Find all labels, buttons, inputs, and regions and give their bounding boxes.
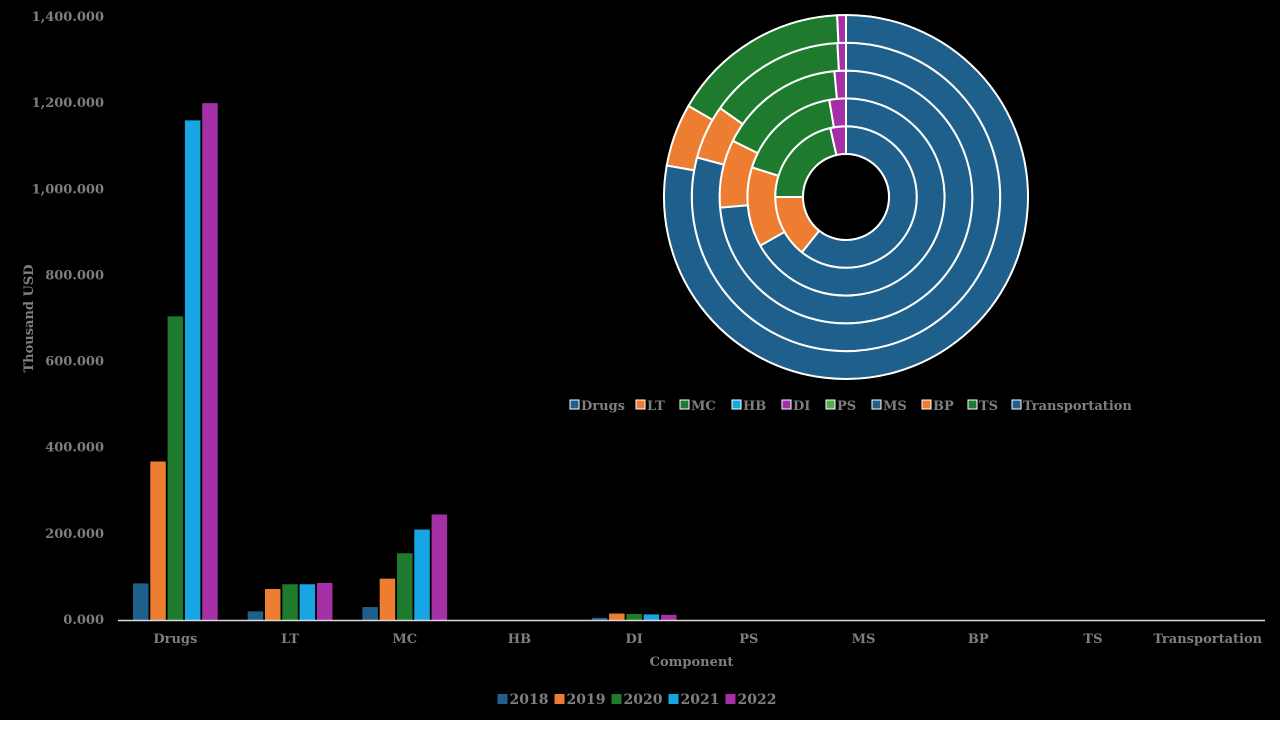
donut-legend-item-TS: TS [967,399,998,414]
x-tick-label: DI [625,632,642,647]
donut-legend-item-LT: LT [635,399,665,414]
bar-MC-2022 [431,514,448,620]
legend-item-2021: 2021 [668,692,720,708]
donut-legend-swatch [731,399,742,410]
donut-legend-swatch [967,399,978,410]
donut-legend-label: LT [647,399,665,414]
x-tick-label: LT [281,632,299,647]
legend-swatch [668,694,679,704]
x-tick-label: Transportation [1153,632,1262,647]
donut-legend-item-MC: MC [679,399,716,414]
x-tick-label: HB [508,632,531,647]
legend-item-2022: 2022 [725,692,777,708]
donut-legend-label: HB [743,399,766,414]
x-tick-label: MC [392,632,417,647]
donut-legend-label: Transportation [1023,399,1132,414]
donut-legend-swatch [569,399,580,410]
bar-LT-2020 [282,584,298,620]
bar-DI-2021 [643,614,660,620]
donut-legend-swatch [679,399,690,410]
bar-DI-2022 [661,614,677,620]
legend-swatch [611,694,622,704]
legend-label: 2019 [567,692,606,708]
bar-MC-2021 [414,529,430,620]
donut-slice-2022-DI [836,13,847,45]
y-tick-label: 400.000 [45,441,104,456]
bar-DI-2018 [591,617,608,620]
donut-slice-2022-Drugs [663,13,1029,380]
y-axis-title: Thousand USD [22,264,37,372]
donut-legend-item-MS: MS [871,399,907,414]
donut-legend-swatch [1011,399,1022,410]
donut-legend-item-HB: HB [731,399,766,414]
bar-LT-2022 [316,582,333,620]
y-tick-label: 200.000 [45,527,104,542]
legend-swatch [497,694,508,704]
donut-legend-label: Drugs [581,399,625,414]
legend-label: 2022 [738,692,777,708]
donut-legend-label: MC [691,399,716,414]
x-tick-label: Drugs [153,632,197,647]
legend-item-2018: 2018 [497,692,549,708]
donut-legend-swatch [635,399,646,410]
legend-swatch [725,694,736,704]
x-tick-label: TS [1083,632,1102,647]
bar-chart: 0.000 200.000 400.000 600.000 800.000 1,000.0… [22,10,1265,708]
donut-legend-label: BP [933,399,954,414]
bar-LT-2018 [247,611,264,620]
legend-label: 2018 [510,692,549,708]
donut-chart: Drugs LT MC HB DI PS MS BP TS Transportation [569,13,1132,414]
donut-legend-item-PS: PS [825,399,856,414]
y-tick-label: 800.000 [45,268,104,283]
donut-legend-label: DI [793,399,810,414]
donut-legend-item-Drugs: Drugs [569,399,625,414]
x-tick-label: PS [739,632,758,647]
y-tick-label: 1,000.000 [32,182,104,197]
bar-Drugs-2019 [150,461,166,620]
y-tick-label: 1,200.000 [32,96,104,111]
donut-legend-label: PS [837,399,856,414]
bar-Drugs-2018 [133,583,149,620]
x-tick-label: BP [968,632,989,647]
bar-LT-2019 [265,588,281,620]
bar-DI-2019 [609,613,625,620]
donut-legend-item-Transportation: Transportation [1011,399,1132,414]
donut-slice-2020-DI [833,69,847,100]
donut-hole [802,153,890,241]
y-tick-label: 1,400.000 [32,10,104,25]
donut-slice-2021-DI [836,41,847,72]
legend-label: 2020 [624,692,663,708]
donut-legend-label: MS [883,399,907,414]
donut-legend-swatch [781,399,792,410]
legend-item-2020: 2020 [611,692,663,708]
x-tick-label: MS [852,632,876,647]
bar-LT-2021 [299,584,316,620]
y-tick-label: 600.000 [45,355,104,370]
y-tick-label: 0.000 [63,613,104,628]
legend-label: 2021 [681,692,720,708]
donut-legend-swatch [871,399,882,410]
bar-MC-2020 [397,553,413,620]
bar-MC-2018 [362,607,378,620]
bar-MC-2019 [379,578,396,620]
donut-legend-label: TS [979,399,998,414]
donut-legend-swatch [921,399,932,410]
bar-Drugs-2021 [184,120,201,620]
bar-Drugs-2022 [202,103,218,620]
bar-Drugs-2020 [167,316,184,620]
donut-legend-swatch [825,399,836,410]
legend-swatch [554,694,565,704]
x-axis-title: Component [650,655,734,670]
bar-DI-2020 [626,613,642,620]
donut-legend-item-BP: BP [921,399,954,414]
legend-item-2019: 2019 [554,692,606,708]
donut-legend-item-DI: DI [781,399,810,414]
